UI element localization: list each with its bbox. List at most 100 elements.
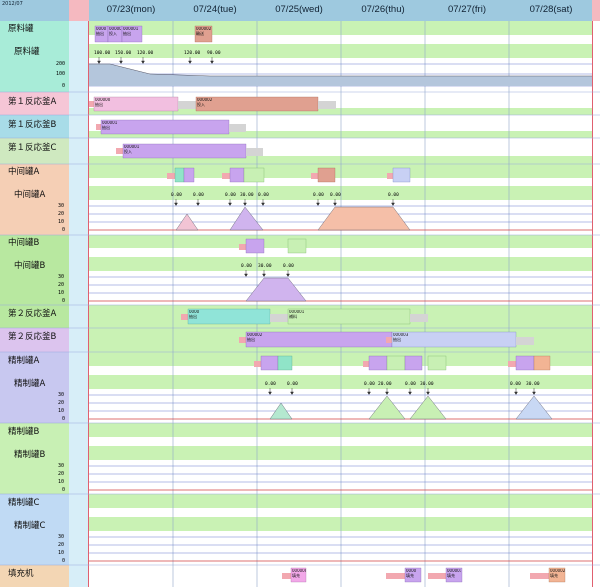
row-label-reactor1b[interactable]: 第１反応釜B xyxy=(8,120,57,130)
block-code: 000002 xyxy=(196,27,212,31)
mid-b-value-3: 0.00 xyxy=(283,264,294,269)
block-label-4[interactable]: 000002 輸送 xyxy=(196,27,212,36)
mid-b-tick-20: 20 xyxy=(58,282,65,288)
block-label-6[interactable]: 000002 投入 xyxy=(197,98,227,107)
raw-tank-tick-200: 200 xyxy=(56,61,66,67)
block-label-10[interactable]: 000001 補料 xyxy=(289,310,319,319)
row-bg-refa xyxy=(0,352,69,423)
row-label-refb[interactable]: 精制罐B xyxy=(14,450,46,460)
refine-b-tick-0: 0 xyxy=(62,487,66,493)
block-word: 填充 xyxy=(550,572,558,578)
block-code: 000001 xyxy=(102,121,118,125)
header-right-block xyxy=(592,0,600,21)
mid-a-value-7: 0.00 xyxy=(330,193,341,198)
mid-a-value-4: 30.00 xyxy=(240,193,254,198)
row-bg-r2a xyxy=(0,305,69,328)
block-label-11[interactable]: 000002 抽出 xyxy=(247,333,277,342)
block-word: 抽出 xyxy=(96,30,104,36)
row-label-refb-group[interactable]: 精制罐B xyxy=(8,427,40,437)
refine-a-value-3: 20.00 xyxy=(378,382,392,387)
block-label-13[interactable]: 000000 填充 xyxy=(292,569,306,578)
refine-b-tick-30: 30 xyxy=(58,463,65,469)
refine-a-tick-10: 10 xyxy=(58,408,65,414)
mid-a-value-8: 0.00 xyxy=(388,193,399,198)
row-label-mida-group[interactable]: 中间罐A xyxy=(8,167,40,177)
row-bg-r1c xyxy=(0,138,69,164)
block-label-12[interactable]: 000003 抽出 xyxy=(393,333,423,342)
mid-a-tick-20: 20 xyxy=(58,211,65,217)
refine-a-value-4: 0.00 xyxy=(364,382,375,387)
day-header-thu[interactable]: 07/26(thu) xyxy=(361,4,405,15)
row-label-midb[interactable]: 中间罐B xyxy=(14,261,46,271)
mid-b-tick-0: 0 xyxy=(62,298,66,304)
row-label-mida[interactable]: 中间罐A xyxy=(14,190,46,200)
row-bg-mida xyxy=(0,164,69,235)
row-label-midb-group[interactable]: 中间罐B xyxy=(8,238,40,248)
row-label-refc-group[interactable]: 精制罐C xyxy=(8,498,40,508)
mid-b-value-1: 0.00 xyxy=(241,264,252,269)
raw-value-5: 90.00 xyxy=(207,51,221,56)
block-word: 抽出 xyxy=(102,124,110,130)
block-word: 投入 xyxy=(197,101,205,107)
block-code: 000001 xyxy=(124,145,140,149)
day-header-sat[interactable]: 07/28(sat) xyxy=(529,4,573,15)
block-word: 抽出 xyxy=(393,336,401,342)
block-word: 填充 xyxy=(447,572,455,578)
mid-a-value-2: 0.00 xyxy=(193,193,204,198)
refine-tank-c-chart xyxy=(89,536,592,562)
row-label-reactor2b[interactable]: 第２反応釜B xyxy=(8,332,57,342)
block-label-7[interactable]: 000001 抽出 xyxy=(102,121,132,130)
block-label-8[interactable]: 000001 投入 xyxy=(124,145,154,154)
refine-a-value-5: 30.00 xyxy=(420,382,434,387)
row-label-reactor1c[interactable]: 第１反応釜C xyxy=(8,143,57,153)
row-label-refa-group[interactable]: 精制罐A xyxy=(8,356,40,366)
row-label-reactor2a[interactable]: 第２反応釜A xyxy=(8,309,57,319)
header-left-block xyxy=(69,0,89,21)
task-bars xyxy=(89,25,566,583)
block-label-16[interactable]: 000002 填充 xyxy=(550,569,565,578)
row-label-refc[interactable]: 精制罐C xyxy=(14,521,46,531)
block-word: 抽出 xyxy=(123,30,131,36)
block-word: 填充 xyxy=(292,572,300,578)
day-header-mon[interactable]: 07/23(mon) xyxy=(106,4,156,15)
row-bg-refc xyxy=(0,494,69,565)
row-label-raw-group[interactable]: 原料罐 xyxy=(8,24,34,34)
day-header-tue[interactable]: 07/24(tue) xyxy=(193,4,237,15)
mid-tank-a-chart xyxy=(89,205,592,231)
block-code: 000000 xyxy=(292,569,306,573)
block-label-14[interactable]: 0000 填充 xyxy=(406,569,420,578)
row-label-raw[interactable]: 原料罐 xyxy=(14,47,40,57)
block-label-5[interactable]: 000000 抽出 xyxy=(95,98,115,107)
flow-arrows xyxy=(97,57,536,395)
block-label-2[interactable]: 000000投入 xyxy=(109,27,121,36)
row-bg-r1b xyxy=(0,115,69,138)
day-gridlines xyxy=(172,21,510,587)
block-label-1[interactable]: 0000 抽出 xyxy=(96,27,108,36)
block-code: 000002 xyxy=(197,98,213,102)
left-red-line xyxy=(88,21,89,587)
refine-a-value-1: 0.00 xyxy=(265,382,276,387)
raw-value-2: 150.00 xyxy=(115,51,132,56)
block-label-15[interactable]: 000001 填充 xyxy=(447,569,461,578)
block-code: 000002 xyxy=(550,569,565,573)
row-label-reactor1a[interactable]: 第１反応釜A xyxy=(8,97,57,107)
left-gutter xyxy=(69,21,89,587)
mid-a-tick-0: 0 xyxy=(62,227,66,233)
refine-a-value-2: 0.00 xyxy=(287,382,298,387)
block-code: 000000 xyxy=(109,27,121,31)
block-label-3[interactable]: 000001 抽出 xyxy=(123,27,141,36)
mid-a-tick-30: 30 xyxy=(58,203,65,209)
day-header-fri[interactable]: 07/27(fri) xyxy=(447,4,486,15)
block-word: 抽出 xyxy=(247,336,255,342)
mid-b-tick-30: 30 xyxy=(58,274,65,280)
block-label-9[interactable]: 0000 抽出 xyxy=(189,310,219,319)
block-code: 0000 xyxy=(406,569,417,573)
row-label-filler[interactable]: 填充机 xyxy=(8,569,34,579)
refine-b-tick-10: 10 xyxy=(58,479,65,485)
row-bg-midb xyxy=(0,235,69,305)
row-label-refa[interactable]: 精制罐A xyxy=(14,379,46,389)
block-code: 000001 xyxy=(447,569,461,573)
day-header-wed[interactable]: 07/25(wed) xyxy=(275,4,323,15)
block-word: 填充 xyxy=(406,572,414,578)
gantt-canvas xyxy=(0,21,600,587)
